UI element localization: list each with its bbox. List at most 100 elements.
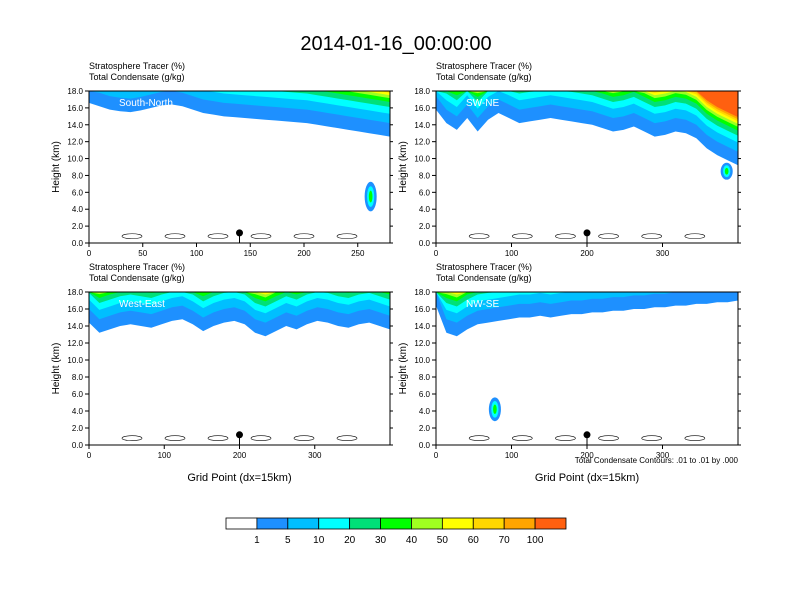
condensate-contour <box>164 233 186 240</box>
x-tick-label: 0 <box>87 451 92 460</box>
condensate-contour <box>468 435 490 442</box>
legend-label: 30 <box>375 535 387 546</box>
y-tick-label: 8.0 <box>72 171 84 180</box>
x-tick-label: 200 <box>233 451 247 460</box>
legend-swatch <box>318 517 351 530</box>
panels: Stratosphere Tracer (%)Total Condensate … <box>51 61 741 484</box>
y-tick-label: 12.0 <box>414 138 430 147</box>
y-tick-label: 2.0 <box>419 222 431 231</box>
legend-swatch <box>287 517 320 530</box>
x-tick-label: 250 <box>351 249 365 258</box>
legend-label: 10 <box>313 535 325 546</box>
panel-subtitle-tracer: Stratosphere Tracer (%) <box>436 262 532 272</box>
panel-frame <box>88 90 391 244</box>
condensate-contour <box>468 233 490 240</box>
y-tick-label: 6.0 <box>419 188 431 197</box>
tracer-band-level-3 <box>89 91 390 114</box>
y-tick-label: 0.0 <box>419 239 431 248</box>
condensate-contour <box>555 435 576 442</box>
legend-label: 60 <box>468 535 480 546</box>
condensate-contour <box>250 233 272 240</box>
tracer-band-level-3 <box>89 292 390 314</box>
panel-plot-area <box>436 292 738 445</box>
condensate-contour <box>598 435 619 442</box>
legend-label: 70 <box>499 535 511 546</box>
panel-plot-area <box>89 91 390 243</box>
y-tick-label: 2.0 <box>72 222 84 231</box>
legend-swatch <box>441 517 474 530</box>
x-tick-label: 0 <box>434 249 439 258</box>
tracer-spot-center <box>493 404 497 415</box>
panel-label: NW-SE <box>466 299 499 310</box>
tracer-band-level-2 <box>436 292 738 323</box>
legend-label: 100 <box>527 535 544 546</box>
y-tick-label: 0.0 <box>72 239 84 248</box>
y-axis-label: Height (km) <box>398 343 409 395</box>
condensate-contour <box>598 233 619 240</box>
tracer-band-level-6 <box>89 91 390 99</box>
condensate-contour <box>641 233 663 240</box>
y-tick-label: 6.0 <box>72 390 84 399</box>
y-tick-label: 18.0 <box>67 87 83 96</box>
tracer-band-level-4 <box>436 91 738 136</box>
y-tick-label: 10.0 <box>414 356 430 365</box>
legend-swatch <box>472 517 505 530</box>
y-tick-label: 18.0 <box>414 288 430 297</box>
y-tick-label: 16.0 <box>67 104 83 113</box>
condensate-contour <box>511 233 533 240</box>
panel-nw-se: Stratosphere Tracer (%)Total Condensate … <box>398 262 741 484</box>
legend-swatch <box>503 517 536 530</box>
location-marker <box>583 229 591 237</box>
y-tick-label: 10.0 <box>67 356 83 365</box>
y-tick-label: 12.0 <box>414 339 430 348</box>
y-tick-label: 8.0 <box>72 373 84 382</box>
x-tick-label: 100 <box>190 249 204 258</box>
color-legend: 1 5 10 20 30 40 50 60 70 100 <box>225 517 567 546</box>
condensate-contour <box>293 435 315 442</box>
panel-label: South-North <box>119 98 173 109</box>
panel-subtitle-tracer: Stratosphere Tracer (%) <box>436 61 532 71</box>
panel-subtitle-condensate: Total Condensate (g/kg) <box>89 72 185 82</box>
x-tick-label: 200 <box>580 451 594 460</box>
tracer-band-level-5 <box>436 292 738 302</box>
tracer-spot-center <box>724 167 729 175</box>
condensate-contour <box>511 435 533 442</box>
tracer-band-level-4 <box>89 292 390 307</box>
condensate-contour <box>164 435 186 442</box>
x-axis-label: Grid Point (dx=15km) <box>187 472 291 484</box>
condensate-contour <box>684 233 706 240</box>
x-tick-label: 300 <box>308 451 322 460</box>
y-tick-label: 10.0 <box>67 155 83 164</box>
legend-swatch <box>349 517 381 530</box>
y-tick-label: 8.0 <box>419 171 431 180</box>
y-tick-label: 4.0 <box>72 205 84 214</box>
condensate-contour <box>555 233 576 240</box>
y-tick-label: 0.0 <box>72 441 84 450</box>
condensate-contour <box>121 233 143 240</box>
x-tick-label: 300 <box>656 451 670 460</box>
y-tick-label: 8.0 <box>419 373 431 382</box>
condensate-contour <box>207 435 229 442</box>
y-axis-label: Height (km) <box>398 141 409 193</box>
x-axis-label: Grid Point (dx=15km) <box>535 472 639 484</box>
x-tick-label: 150 <box>244 249 258 258</box>
legend-label: 40 <box>406 535 418 546</box>
panel-label: SW-NE <box>466 98 499 109</box>
y-axis-label: Height (km) <box>51 343 62 395</box>
legend-label: 50 <box>437 535 449 546</box>
x-tick-label: 100 <box>505 451 519 460</box>
condensate-contour <box>207 233 229 240</box>
y-axis-label: Height (km) <box>51 141 62 193</box>
condensate-contour <box>336 233 358 240</box>
condensate-contour <box>121 435 143 442</box>
panel-subtitle-condensate: Total Condensate (g/kg) <box>436 72 532 82</box>
panel-subtitle-tracer: Stratosphere Tracer (%) <box>89 262 185 272</box>
y-tick-label: 14.0 <box>67 322 83 331</box>
legend-swatch <box>225 517 258 530</box>
x-tick-label: 200 <box>297 249 311 258</box>
panel-subtitle-condensate: Total Condensate (g/kg) <box>436 273 532 283</box>
location-marker <box>583 431 591 439</box>
x-tick-label: 200 <box>580 249 594 258</box>
x-tick-label: 300 <box>656 249 670 258</box>
condensate-contour <box>250 435 272 442</box>
